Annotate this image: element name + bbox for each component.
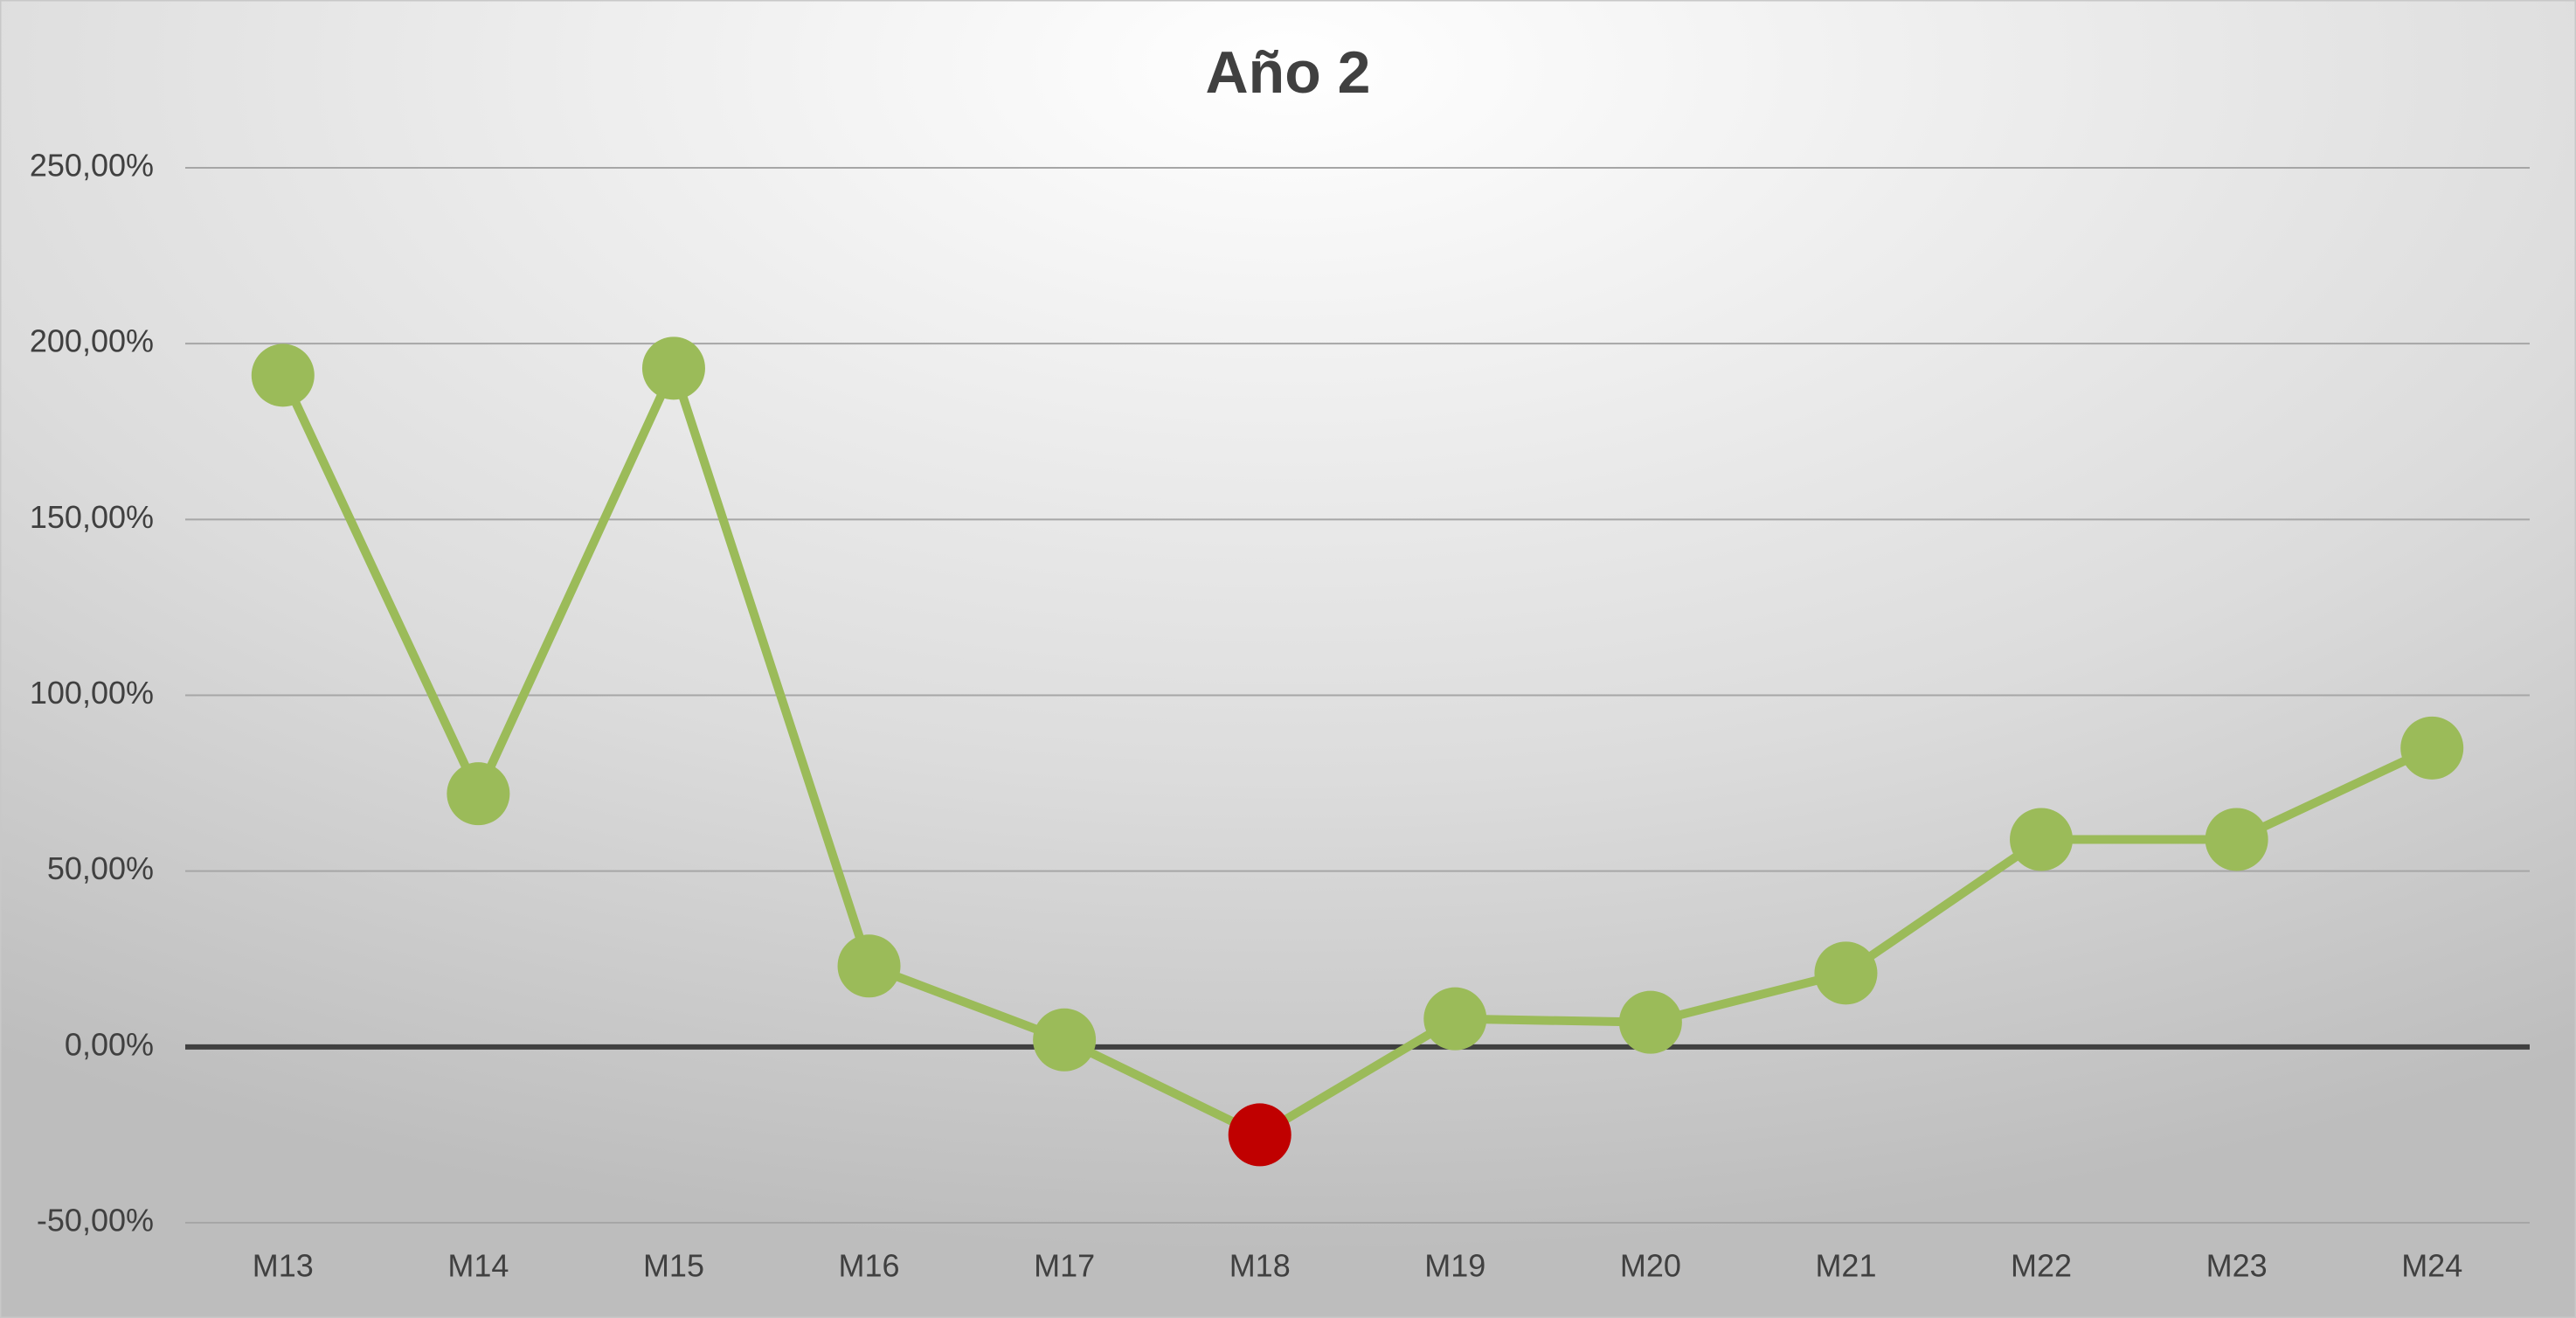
y-tick-label: 150,00% xyxy=(30,499,154,535)
data-point xyxy=(837,934,901,998)
x-tick-label: M23 xyxy=(2206,1248,2268,1284)
y-tick-label: 200,00% xyxy=(30,323,154,359)
data-point xyxy=(2400,716,2464,780)
data-point xyxy=(1033,1008,1097,1072)
x-tick-label: M13 xyxy=(253,1248,314,1284)
y-tick-label: 100,00% xyxy=(30,675,154,711)
data-point xyxy=(251,343,315,407)
y-tick-label: 50,00% xyxy=(47,850,154,886)
x-tick-label: M24 xyxy=(2401,1248,2462,1284)
data-point xyxy=(1814,941,1878,1005)
chart-title: Año 2 xyxy=(1206,39,1371,106)
data-point xyxy=(641,336,705,400)
x-tick-label: M20 xyxy=(1620,1248,1681,1284)
data-point xyxy=(2205,808,2268,871)
x-tick-label: M18 xyxy=(1229,1248,1291,1284)
data-point xyxy=(1423,987,1487,1051)
x-tick-label: M16 xyxy=(839,1248,900,1284)
data-point xyxy=(1618,990,1682,1054)
x-tick-label: M15 xyxy=(643,1248,704,1284)
data-point xyxy=(2010,808,2074,871)
series-line xyxy=(279,364,2434,1140)
x-tick-label: M19 xyxy=(1424,1248,1485,1284)
x-tick-label: M22 xyxy=(2011,1248,2072,1284)
x-tick-label: M14 xyxy=(447,1248,509,1284)
y-tick-label: 0,00% xyxy=(65,1026,154,1062)
x-tick-label: M17 xyxy=(1034,1248,1095,1284)
x-tick-label: M21 xyxy=(1815,1248,1876,1284)
y-tick-label: -50,00% xyxy=(37,1203,154,1238)
data-point xyxy=(1228,1103,1291,1167)
data-point xyxy=(447,762,510,826)
y-tick-label: 250,00% xyxy=(30,148,154,184)
